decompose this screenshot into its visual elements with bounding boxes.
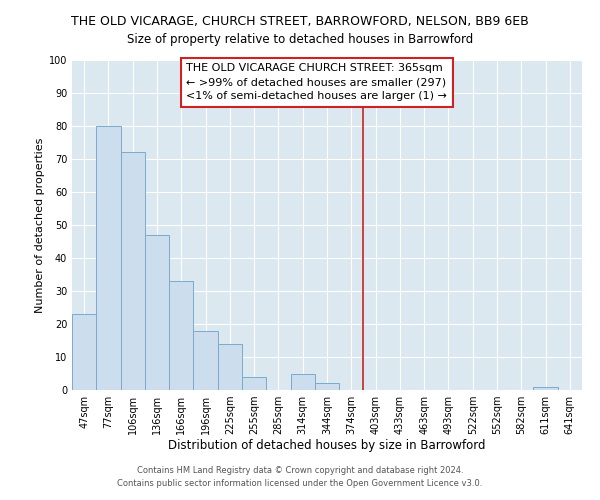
Bar [169,281,193,390]
Bar [315,384,339,390]
Bar [290,374,315,390]
X-axis label: Distribution of detached houses by size in Barrowford: Distribution of detached houses by size … [168,438,486,452]
Text: THE OLD VICARAGE CHURCH STREET: 365sqm
← >99% of detached houses are smaller (29: THE OLD VICARAGE CHURCH STREET: 365sqm ←… [186,64,447,102]
Text: Size of property relative to detached houses in Barrowford: Size of property relative to detached ho… [127,32,473,46]
Bar [72,314,96,390]
Bar [242,377,266,390]
Text: THE OLD VICARAGE, CHURCH STREET, BARROWFORD, NELSON, BB9 6EB: THE OLD VICARAGE, CHURCH STREET, BARROWF… [71,15,529,28]
Bar [193,330,218,390]
Bar [218,344,242,390]
Text: Contains HM Land Registry data © Crown copyright and database right 2024.
Contai: Contains HM Land Registry data © Crown c… [118,466,482,487]
Bar [121,152,145,390]
Bar [145,235,169,390]
Bar [533,386,558,390]
Y-axis label: Number of detached properties: Number of detached properties [35,138,44,312]
Bar [96,126,121,390]
